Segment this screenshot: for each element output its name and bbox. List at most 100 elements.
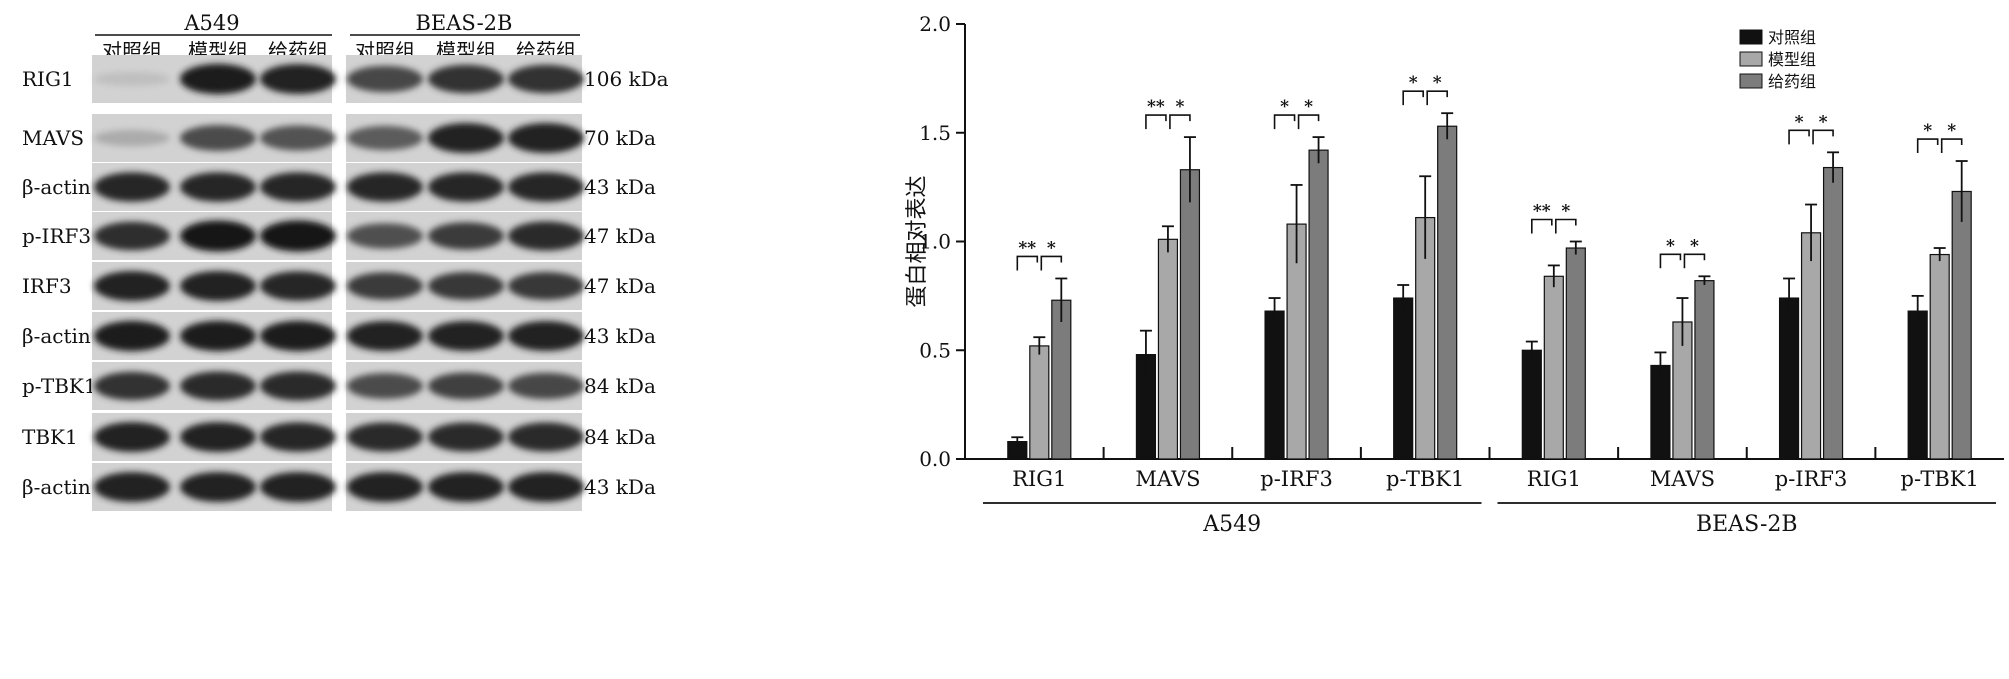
significance-marker: * (1304, 97, 1313, 117)
protein-band (508, 64, 584, 94)
significance-marker: * (1819, 112, 1828, 132)
bar-给药组 (1565, 247, 1586, 460)
significance-bracket (1273, 114, 1296, 130)
protein-band (347, 172, 423, 202)
band-size-label: 106 kDa (584, 67, 669, 91)
significance-bracket (1916, 138, 1939, 154)
significance-bracket (1683, 253, 1706, 269)
protein-band (180, 172, 256, 202)
protein-label: β-actin (22, 475, 91, 499)
significance-bracket (1531, 218, 1553, 234)
protein-band (94, 422, 170, 452)
band-size-label: 47 kDa (584, 274, 656, 298)
significance-bracket (1145, 114, 1167, 130)
bar-对照组 (1393, 297, 1414, 460)
protein-band (180, 371, 256, 401)
protein-band (260, 320, 336, 352)
significance-marker: * (1923, 121, 1932, 141)
y-tick-label: 0.0 (919, 447, 951, 471)
significance-bracket (1297, 114, 1320, 130)
protein-band (260, 220, 336, 252)
legend-swatch (1739, 29, 1763, 45)
band-size-label: 84 kDa (584, 425, 656, 449)
bar-chart-panel: 0.0 0.5 1.0 1.5 2.0 蛋白相对表达 RIG1 ** * MAVS ** * p-IRF… (880, 0, 2009, 675)
protein-band (428, 123, 504, 153)
protein-band (260, 172, 336, 202)
significance-bracket (1426, 90, 1448, 106)
protein-band (94, 472, 170, 502)
cell-line-label-beas2b: BEAS-2B (416, 11, 513, 35)
protein-band (260, 472, 336, 502)
x-category-label: p-IRF3 (1775, 467, 1848, 491)
protein-band (508, 321, 584, 351)
y-tick-label: 2.0 (919, 12, 951, 36)
bar-给药组 (1822, 166, 1844, 460)
protein-band (347, 422, 423, 452)
legend-label: 给药组 (1768, 72, 1816, 91)
protein-label: RIG1 (22, 67, 74, 91)
significance-bracket (1016, 255, 1039, 271)
significance-marker: * (1666, 236, 1675, 256)
band-size-label: 43 kDa (584, 475, 656, 499)
band-size-label: 43 kDa (584, 175, 656, 199)
significance-marker: * (1047, 238, 1056, 258)
significance-bracket (1555, 218, 1577, 234)
legend-swatch (1739, 73, 1763, 89)
protein-band (347, 373, 423, 399)
protein-label: IRF3 (22, 274, 72, 298)
bar-给药组 (1051, 299, 1072, 460)
protein-band (428, 472, 504, 502)
significance-bracket (1788, 129, 1810, 145)
legend-swatch (1739, 51, 1763, 67)
protein-band (347, 321, 423, 351)
western-blot-panel: A549 BEAS-2B 对照组 模型组 给药组 对照组 模型组 给药组 RIG1 106 kDa… (0, 0, 880, 675)
band-size-label: 84 kDa (584, 374, 656, 398)
protein-band (508, 422, 584, 452)
protein-band (508, 123, 584, 153)
significance-marker: * (1175, 97, 1184, 117)
protein-band (428, 64, 504, 94)
bar-对照组 (1907, 310, 1928, 460)
protein-label: TBK1 (22, 425, 78, 449)
bar-给药组 (1308, 149, 1329, 460)
protein-band (508, 372, 584, 400)
significance-marker: ** (1533, 202, 1551, 222)
x-category-label: MAVS (1650, 467, 1715, 491)
significance-marker: * (1795, 112, 1804, 132)
protein-band (428, 172, 504, 202)
protein-label: β-actin (22, 324, 91, 348)
protein-band (347, 472, 423, 502)
x-group-label: BEAS-2B (1696, 512, 1798, 537)
protein-band (180, 320, 256, 352)
protein-band (428, 422, 504, 452)
protein-band (508, 172, 584, 202)
x-category-label: p-TBK1 (1386, 467, 1464, 491)
significance-bracket (1040, 255, 1063, 271)
significance-bracket (1812, 129, 1834, 145)
significance-marker: ** (1147, 97, 1165, 117)
protein-band (347, 223, 423, 249)
bar-对照组 (1521, 349, 1542, 460)
y-tick-label: 0.5 (919, 338, 951, 362)
significance-marker: * (1561, 202, 1570, 222)
bar-对照组 (1650, 364, 1671, 460)
significance-marker: * (1409, 73, 1418, 93)
protein-band (260, 422, 336, 452)
significance-marker: ** (1018, 238, 1036, 258)
protein-band (347, 65, 423, 93)
protein-band (94, 129, 170, 147)
x-category-label: RIG1 (1012, 467, 1066, 491)
significance-marker: * (1280, 97, 1289, 117)
band-size-label: 43 kDa (584, 324, 656, 348)
bar-模型组 (1800, 232, 1822, 460)
protein-label: MAVS (22, 126, 84, 150)
x-category-label: MAVS (1135, 467, 1200, 491)
bar-给药组 (1694, 280, 1715, 460)
protein-label: p-TBK1 (22, 374, 97, 398)
protein-band (260, 271, 336, 301)
x-category-label: p-TBK1 (1901, 467, 1979, 491)
protein-band (94, 172, 170, 202)
bar-给药组 (1437, 125, 1458, 460)
